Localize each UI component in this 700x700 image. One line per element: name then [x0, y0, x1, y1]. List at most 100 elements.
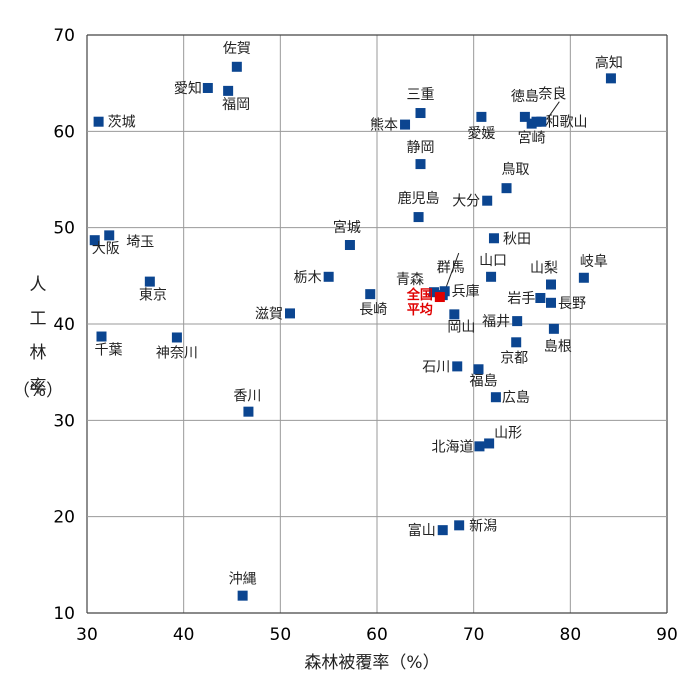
point-label: 宮城: [333, 220, 361, 236]
x-axis-title: 森林被覆率（%）: [304, 653, 439, 673]
point-label: 鹿児島: [398, 190, 440, 207]
data-point: [237, 590, 248, 601]
data-point: [171, 332, 182, 343]
data-point: [535, 292, 546, 303]
data-point: [474, 441, 485, 452]
leader-line: [546, 101, 560, 119]
data-point: [202, 82, 213, 93]
point-label: 高知: [595, 54, 623, 71]
y-tick-label: 60: [53, 122, 75, 142]
point-label: 三重: [407, 87, 435, 103]
point-label: 福井: [482, 314, 510, 330]
data-point: [144, 276, 155, 287]
point-label: 広島: [502, 390, 530, 406]
point-label: 宮崎: [518, 131, 546, 147]
data-point: [429, 287, 440, 298]
data-points: [89, 61, 616, 601]
x-tick-label: 90: [656, 625, 678, 645]
y-axis-title-part: 人: [30, 275, 47, 295]
data-point: [501, 183, 512, 194]
data-point: [512, 316, 523, 327]
point-label: 鳥取: [502, 162, 530, 178]
data-point: [578, 272, 589, 283]
y-axis-title-part: 率: [30, 377, 47, 397]
x-tick-label: 70: [463, 625, 485, 645]
point-label: 静岡: [407, 140, 435, 156]
point-label: 埼玉: [126, 234, 154, 250]
leader-lines: [444, 101, 560, 292]
data-point: [488, 233, 499, 244]
point-label: 栃木: [294, 270, 322, 286]
point-label: 島根: [544, 339, 572, 355]
point-label: 熊本: [370, 118, 398, 134]
point-label: 長崎: [359, 302, 387, 318]
point-label: 茨城: [108, 115, 136, 131]
x-tick-label: 40: [173, 625, 195, 645]
y-axis-title-part: （%）: [13, 381, 63, 401]
tick-labels: 30 40 50 60 70 80 90 10 20 30 40 50 60 70: [53, 26, 677, 645]
point-label: 群馬: [437, 260, 465, 276]
data-point: [365, 289, 376, 300]
data-point: [546, 279, 556, 290]
average-label: 全国平均: [406, 287, 433, 318]
point-label: 京都: [500, 350, 528, 366]
point-label: 新潟: [469, 518, 497, 534]
point-label: 愛媛: [467, 126, 495, 142]
point-label: 岡山: [447, 319, 475, 335]
data-point: [285, 308, 295, 319]
point-label: 長野: [558, 296, 586, 312]
point-label: 愛知: [174, 80, 202, 97]
point-label: 香川: [233, 389, 261, 405]
point-label: 岩手: [507, 291, 535, 307]
data-point: [546, 297, 556, 308]
data-point: [437, 525, 448, 536]
point-label: 徳島: [511, 89, 539, 105]
point-label: 福島: [470, 373, 498, 389]
point-label: 大分: [452, 194, 480, 210]
data-point: [476, 111, 487, 122]
data-point: [511, 337, 522, 348]
data-point: [449, 309, 460, 320]
y-tick-label: 50: [53, 219, 75, 239]
point-label: 神奈川: [156, 345, 198, 361]
point-label: 兵庫: [452, 283, 480, 300]
x-tick-label: 50: [270, 625, 292, 645]
data-point: [89, 235, 100, 246]
y-axis-title-part: 林: [30, 343, 47, 363]
point-label: 北海道: [431, 439, 473, 455]
data-point: [454, 520, 465, 531]
data-point: [452, 361, 463, 372]
x-tick-label: 30: [76, 625, 98, 645]
point-label: 福岡: [222, 97, 250, 113]
data-point: [96, 331, 107, 342]
data-point: [519, 111, 530, 122]
data-point: [548, 323, 559, 334]
y-tick-label: 70: [53, 26, 75, 46]
point-label: 大阪: [92, 241, 120, 257]
data-point: [484, 438, 495, 449]
y-axis-title-part: 工: [30, 309, 47, 329]
data-point: [323, 271, 334, 282]
data-point: [243, 406, 254, 417]
x-tick-label: 60: [366, 625, 388, 645]
x-tick-label: 80: [560, 625, 582, 645]
data-point: [490, 392, 501, 403]
point-label: 山形: [494, 425, 522, 441]
data-point: [413, 212, 424, 223]
point-label: 秋田: [503, 231, 531, 247]
point-label: 山梨: [530, 261, 558, 277]
data-point: [104, 230, 115, 241]
y-tick-label: 10: [53, 604, 75, 624]
data-point: [473, 364, 484, 375]
leader-line: [444, 252, 460, 292]
y-tick-label: 40: [53, 315, 75, 335]
point-label: 千葉: [95, 343, 123, 359]
point-label: 奈良: [538, 87, 566, 103]
data-point: [415, 108, 426, 119]
data-point: [439, 286, 450, 297]
data-point: [400, 119, 411, 130]
data-point: [223, 85, 234, 96]
point-label: 岐阜: [580, 253, 608, 270]
point-label: 青森: [396, 272, 424, 288]
